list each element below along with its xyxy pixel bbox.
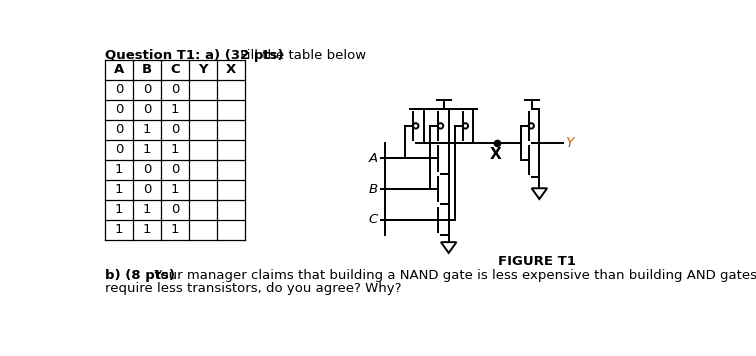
Text: 0: 0 bbox=[115, 83, 123, 96]
Text: 0: 0 bbox=[115, 143, 123, 156]
Text: 1: 1 bbox=[115, 183, 123, 196]
Text: 1: 1 bbox=[171, 103, 179, 116]
Text: 1: 1 bbox=[143, 123, 151, 136]
Text: 0: 0 bbox=[143, 83, 151, 96]
Text: C: C bbox=[170, 63, 180, 76]
Text: 0: 0 bbox=[115, 123, 123, 136]
Text: Your manager claims that building a NAND gate is less expensive than building AN: Your manager claims that building a NAND… bbox=[150, 269, 756, 282]
Text: 1: 1 bbox=[171, 143, 179, 156]
Text: require less transistors, do you agree? Why?: require less transistors, do you agree? … bbox=[105, 282, 402, 295]
Text: 1: 1 bbox=[143, 203, 151, 216]
Text: Fill the table below: Fill the table below bbox=[236, 49, 366, 62]
Text: Y: Y bbox=[565, 136, 573, 150]
Text: X: X bbox=[489, 147, 501, 162]
Text: C: C bbox=[369, 213, 378, 226]
Text: 0: 0 bbox=[143, 103, 151, 116]
Text: 0: 0 bbox=[171, 163, 179, 176]
Text: 0: 0 bbox=[115, 103, 123, 116]
Text: FIGURE T1: FIGURE T1 bbox=[498, 255, 576, 268]
Text: 1: 1 bbox=[115, 203, 123, 216]
Text: X: X bbox=[226, 63, 236, 76]
Text: 0: 0 bbox=[143, 183, 151, 196]
Text: 0: 0 bbox=[171, 83, 179, 96]
Text: 1: 1 bbox=[171, 223, 179, 236]
Text: Y: Y bbox=[198, 63, 208, 76]
Text: B: B bbox=[369, 183, 378, 195]
Text: 1: 1 bbox=[143, 223, 151, 236]
Text: b) (8 pts): b) (8 pts) bbox=[105, 269, 175, 282]
Text: 1: 1 bbox=[115, 163, 123, 176]
Text: A: A bbox=[369, 152, 378, 165]
Text: A: A bbox=[114, 63, 125, 76]
Text: 1: 1 bbox=[171, 183, 179, 196]
Text: 1: 1 bbox=[115, 223, 123, 236]
Text: 0: 0 bbox=[171, 123, 179, 136]
Text: 1: 1 bbox=[143, 143, 151, 156]
Text: B: B bbox=[142, 63, 152, 76]
Text: 0: 0 bbox=[143, 163, 151, 176]
Text: 0: 0 bbox=[171, 203, 179, 216]
Text: Question T1: a) (32 pts): Question T1: a) (32 pts) bbox=[105, 49, 284, 62]
